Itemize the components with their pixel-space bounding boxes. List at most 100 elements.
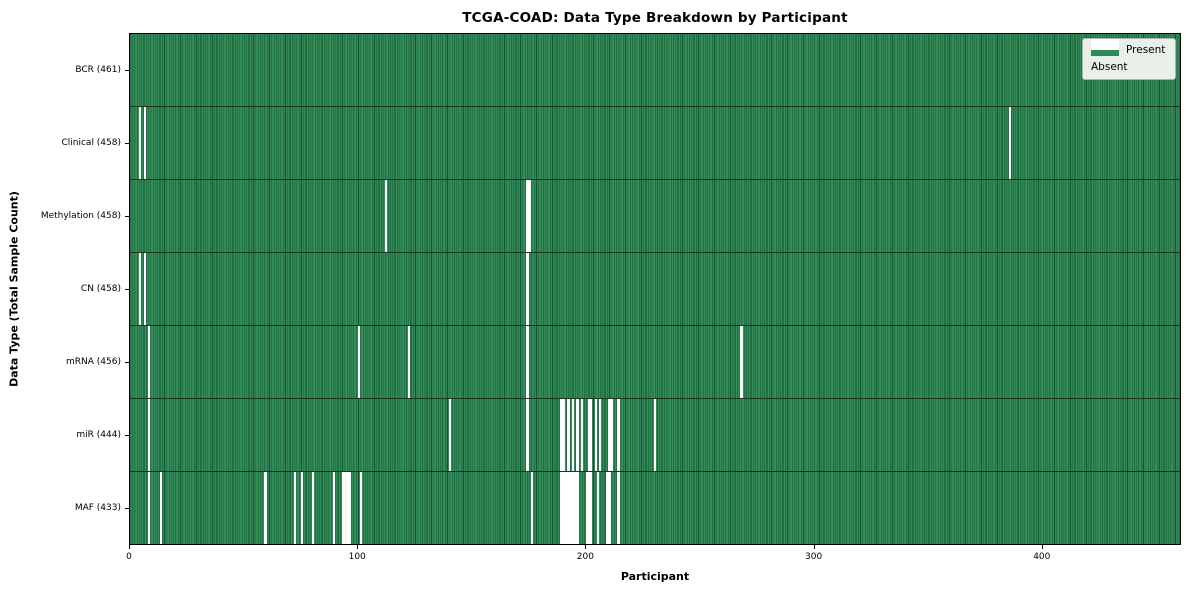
absent-mark-cn-174 — [526, 253, 529, 325]
absent-mark-cn-6 — [143, 253, 146, 325]
absent-mark-maf-75 — [300, 472, 304, 544]
absent-mark-mir-201 — [587, 399, 591, 471]
legend-present-swatch — [1091, 45, 1119, 56]
y-tick-mark-clinical — [125, 142, 129, 144]
absent-mark-maf-189 — [560, 472, 563, 544]
absent-mark-maf-200 — [585, 472, 588, 544]
x-tick-mark-400 — [1041, 545, 1043, 549]
absent-mark-maf-101 — [360, 472, 363, 544]
absent-mark-maf-195 — [574, 472, 577, 544]
absent-mark-mir-211 — [610, 399, 613, 471]
legend-item-absent: Absent — [1091, 39, 1167, 73]
absent-mark-maf-80 — [312, 472, 315, 544]
y-tick-label-mrna: mRNA (456) — [66, 357, 121, 368]
legend: Present Absent — [1082, 38, 1176, 80]
y-tick-mark-maf — [125, 508, 129, 510]
absent-mark-mir-230 — [653, 399, 657, 471]
y-tick-mark-cn — [125, 289, 129, 290]
plot-area — [129, 33, 1181, 545]
x-tick-mark-100 — [357, 545, 359, 549]
absent-mark-maf-205 — [596, 472, 600, 544]
x-tick-label-400: 400 — [1033, 552, 1051, 562]
absent-mark-methylation-174 — [526, 180, 529, 252]
absent-mark-mrna-174 — [526, 326, 529, 398]
absent-mark-mir-174 — [526, 399, 529, 471]
absent-mark-maf-93 — [341, 472, 345, 544]
y-tick-mark-bcr — [125, 69, 129, 71]
heatmap-row-mrna — [130, 326, 1180, 399]
absent-mark-mir-214 — [617, 399, 620, 471]
absent-mark-maf-96 — [348, 472, 351, 544]
absent-mark-maf-89 — [332, 472, 335, 544]
absent-mark-maf-193 — [569, 472, 572, 544]
absent-mark-mir-196 — [576, 399, 579, 471]
absent-mark-maf-191 — [565, 472, 568, 544]
heatmap-row-methylation — [130, 180, 1180, 253]
x-tick-label-300: 300 — [805, 552, 823, 562]
y-tick-label-maf: MAF (433) — [74, 503, 121, 514]
y-tick-label-cn: CN (458) — [80, 284, 121, 294]
y-tick-mark-methylation — [125, 215, 129, 217]
absent-mark-methylation-175 — [528, 180, 531, 252]
absent-mark-methylation-112 — [385, 180, 388, 252]
absent-mark-clinical-6 — [143, 107, 146, 179]
legend-absent-label: Absent — [1091, 61, 1128, 73]
x-tick-label-0: 0 — [126, 552, 132, 562]
y-tick-label-mir: miR (444) — [76, 430, 121, 441]
absent-mark-maf-8 — [148, 472, 151, 544]
absent-mark-maf-95 — [346, 472, 349, 544]
heatmap-row-maf — [130, 472, 1180, 544]
heatmap-row-bcr — [130, 34, 1180, 107]
absent-mark-maf-201 — [587, 472, 591, 544]
y-tick-label-methylation: Methylation (458) — [40, 210, 121, 221]
absent-mark-mir-198 — [580, 399, 584, 471]
absent-mark-maf-202 — [590, 472, 593, 544]
heatmap-row-clinical — [130, 107, 1180, 180]
absent-mark-mrna-8 — [148, 326, 151, 398]
absent-mark-maf-214 — [617, 472, 620, 544]
absent-mark-mir-206 — [599, 399, 602, 471]
absent-mark-maf-210 — [608, 472, 611, 544]
absent-mark-maf-13 — [159, 472, 162, 544]
absent-mark-mrna-100 — [357, 326, 361, 398]
absent-mark-mrna-122 — [407, 326, 411, 398]
absent-mark-mir-202 — [590, 399, 593, 471]
x-tick-mark-300 — [813, 545, 815, 549]
absent-mark-maf-196 — [576, 472, 579, 544]
absent-mark-mir-189 — [560, 399, 563, 471]
absent-mark-maf-72 — [293, 472, 297, 544]
x-tick-mark-0 — [129, 545, 130, 549]
absent-mark-mir-140 — [448, 399, 452, 471]
absent-mark-maf-192 — [567, 472, 570, 544]
heatmap-row-cn — [130, 253, 1180, 326]
absent-mark-mir-194 — [571, 399, 575, 471]
absent-mark-mir-204 — [594, 399, 597, 471]
absent-mark-mrna-268 — [740, 326, 743, 398]
legend-absent-swatch — [1091, 39, 1119, 50]
y-tick-mark-mrna — [125, 362, 129, 364]
absent-mark-maf-209 — [606, 472, 609, 544]
legend-present-label: Present — [1126, 44, 1166, 56]
absent-mark-maf-190 — [562, 472, 566, 544]
legend-item-present: Present — [1091, 45, 1167, 56]
absent-mark-mir-210 — [608, 399, 611, 471]
x-tick-label-100: 100 — [348, 552, 366, 562]
x-tick-mark-200 — [585, 545, 587, 549]
y-tick-label-bcr: BCR (461) — [75, 64, 121, 75]
absent-mark-cn-4 — [139, 253, 142, 325]
absent-mark-maf-194 — [571, 472, 575, 544]
y-tick-label-clinical: Clinical (458) — [61, 137, 121, 148]
absent-mark-maf-176 — [530, 472, 534, 544]
chart-title: TCGA-COAD: Data Type Breakdown by Partic… — [462, 10, 848, 26]
absent-mark-maf-94 — [344, 472, 347, 544]
absent-mark-mir-8 — [148, 399, 151, 471]
heatmap-row-mir — [130, 399, 1180, 472]
absent-mark-maf-59 — [264, 472, 267, 544]
x-axis-label: Participant — [620, 570, 690, 583]
absent-mark-clinical-4 — [139, 107, 142, 179]
absent-mark-mir-192 — [567, 399, 570, 471]
x-tick-label-200: 200 — [576, 552, 594, 562]
absent-mark-clinical-386 — [1009, 107, 1012, 179]
y-tick-mark-mir — [125, 435, 129, 437]
